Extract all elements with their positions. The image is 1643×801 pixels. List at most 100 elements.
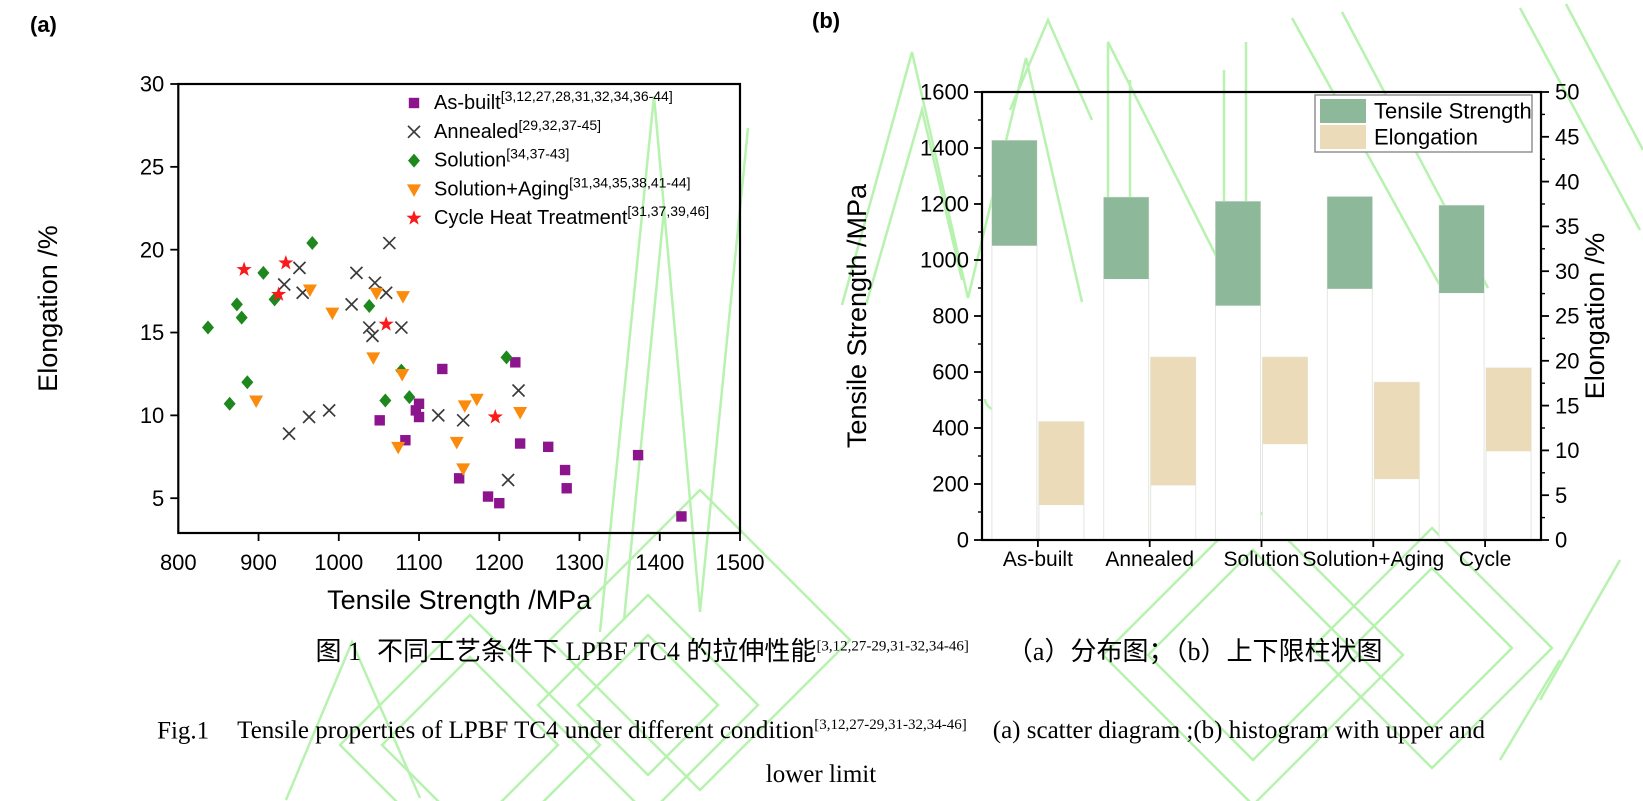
scatter-point [394, 320, 408, 335]
scatter-point [676, 511, 687, 522]
scatter-point [236, 261, 252, 277]
panel-a-legend: As-built[3,12,27,28,31,32,34,36-44] Annea… [406, 88, 709, 229]
x-axis-tick-label: 1400 [635, 550, 684, 575]
scatter-point [413, 398, 425, 409]
scatter-point [362, 320, 376, 335]
elongation-range-bar [1374, 382, 1420, 480]
scatter-point [271, 286, 287, 301]
left-axis-tick-label: 1200 [920, 192, 969, 217]
y-axis-tick-label: 10 [140, 403, 164, 428]
left-axis-tick-label: 0 [957, 528, 969, 553]
scatter-point [413, 411, 425, 423]
category-label: Solution [1224, 548, 1300, 571]
caption-en-figno: Fig.1 [157, 717, 210, 745]
x-axis-tick-label: 900 [240, 550, 277, 575]
scatter-point [395, 291, 410, 304]
scatter-point [632, 449, 644, 461]
scatter-point [325, 307, 340, 321]
scatter-point [513, 407, 528, 420]
caption-en-subcaptions: (a) scatter diagram ;(b) histogram with … [992, 717, 1485, 745]
scatter-point [241, 375, 254, 390]
scatter-series-as-built [374, 357, 687, 522]
caption-zh-figno: 图 1 [315, 637, 362, 666]
scatter-point [363, 299, 376, 314]
scatter-point [230, 297, 243, 312]
left-axis-tick-label: 1600 [920, 80, 969, 105]
x-axis-tick-label: 1000 [314, 550, 363, 575]
legend-item-label: Annealed[29,32,37-45] [434, 117, 601, 143]
elongation-range-bar [1150, 357, 1196, 486]
scatter-point [456, 413, 470, 427]
caption-en-references: [3,12,27-29,31-32,34-46] [814, 717, 967, 733]
scatter-point [561, 483, 572, 494]
category-label: Cycle [1459, 548, 1512, 571]
scatter-point [395, 368, 410, 382]
left-axis-title: Tensile Strength /MPa [842, 183, 872, 448]
right-axis-title: Elongation /% [1580, 233, 1610, 400]
panel-a-frame [177, 82, 742, 535]
tensile-strength-range-bar [1327, 196, 1373, 289]
y-axis-title: Elongation /% [33, 225, 63, 392]
caption-en-tail: lower limit [765, 761, 877, 789]
scatter-point [559, 464, 571, 476]
scatter-point [457, 400, 472, 413]
right-axis-tick-label: 0 [1555, 528, 1567, 553]
legend-swatch-elongation [1320, 125, 1366, 149]
scatter-series-solution-aging [249, 284, 528, 476]
scatter-point [400, 435, 411, 446]
scatter-point [437, 363, 448, 375]
legend-swatch-tensile-strength [1320, 99, 1366, 123]
legend-label-elongation: Elongation [1374, 125, 1478, 150]
scatter-point [374, 415, 385, 426]
scatter-point [510, 357, 521, 368]
x-axis-tick-label: 1100 [395, 550, 442, 575]
scatter-point [249, 395, 264, 408]
scatter-point [223, 396, 236, 411]
x-axis-tick-label: 1200 [475, 550, 524, 575]
left-axis-tick-label: 1000 [920, 248, 969, 273]
panel-a-scatter-plot: 800 900 1000 1100 1200 1300 1400 1500 5 10 15 20 25 3… [33, 72, 764, 615]
right-axis-tick-label: 15 [1555, 393, 1579, 418]
scatter-point [349, 266, 364, 280]
caption-zh-title: 不同工艺条件下 LPBF TC4 的拉伸性能 [377, 637, 817, 666]
x-axis-tick-label: 1300 [555, 550, 604, 575]
scatter-point [302, 410, 316, 424]
legend-item-label: Solution+Aging[31,34,35,38,41-44] [434, 174, 691, 200]
y-axis-tick-label: 15 [140, 320, 164, 345]
right-axis-tick-label: 25 [1555, 304, 1579, 329]
scatter-point [408, 153, 420, 168]
caption-zh-references: [3,12,27-29,31-32,34-46] [816, 638, 969, 655]
scatter-point [322, 403, 336, 417]
x-axis-title: Tensile Strength /MPa [327, 585, 592, 615]
y-axis-tick-label: 5 [152, 486, 164, 511]
scatter-series-cycle-heat-treatment [236, 254, 503, 424]
tensile-strength-range-bar [991, 140, 1037, 246]
elongation-range-bar [1262, 357, 1308, 445]
right-axis-tick-label: 40 [1555, 169, 1579, 194]
scatter-point [456, 463, 471, 476]
y-axis-tick-label: 30 [140, 72, 164, 97]
right-axis-tick-label: 35 [1555, 214, 1579, 239]
scatter-point [449, 436, 464, 450]
caption-zh-subcaptions: （a）分布图；（b）上下限柱状图 [1006, 637, 1383, 666]
left-axis-tick-label: 400 [932, 416, 969, 441]
category-label: Annealed [1105, 548, 1194, 571]
panel-a-label: (a) [30, 12, 57, 37]
tensile-strength-range-bar [1215, 201, 1261, 306]
right-axis-tick-label: 5 [1555, 483, 1567, 508]
scatter-point [500, 350, 513, 365]
y-axis-tick-label: 25 [140, 155, 164, 180]
scatter-point [277, 277, 291, 292]
scatter-point [366, 352, 381, 365]
scatter-point [408, 97, 420, 109]
scatter-point [345, 297, 359, 311]
scatter-point [201, 320, 214, 335]
y-axis-tick-label: 20 [140, 237, 164, 262]
scatter-point [407, 125, 421, 139]
right-axis-tick-label: 45 [1555, 125, 1579, 150]
scatter-point [282, 426, 296, 441]
scatter-point [278, 254, 294, 270]
scatter-point [292, 261, 307, 275]
scatter-point [469, 393, 484, 407]
